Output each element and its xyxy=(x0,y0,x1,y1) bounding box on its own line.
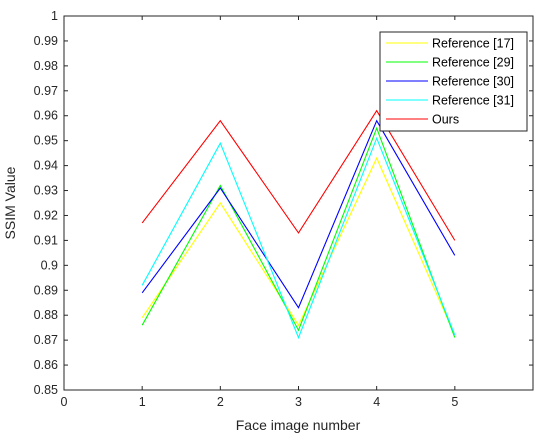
series-line-2 xyxy=(141,126,456,338)
y-tick-label: 0.97 xyxy=(34,84,58,98)
x-tick-label: 0 xyxy=(61,395,68,409)
y-tick-label: 0.96 xyxy=(34,109,58,123)
legend: Reference [17] Reference [29] Reference [3… xyxy=(379,31,528,132)
series-line-5 xyxy=(141,109,456,241)
x-tick-label: 2 xyxy=(217,395,224,409)
x-tick-label: 4 xyxy=(373,395,380,409)
y-tick-label: 1 xyxy=(51,9,58,23)
x-tick-label: 3 xyxy=(295,395,302,409)
y-tick-label: 0.88 xyxy=(34,308,58,322)
y-tick-label: 0.89 xyxy=(34,283,58,297)
x-tick-label: 1 xyxy=(139,395,146,409)
axes: 0 1 2 3 4 5 0.85 0.86 0.87 0.88 0.89 0.9 0.91 0.92 0.9… xyxy=(34,9,534,409)
legend-label: Reference [17] xyxy=(432,37,514,51)
series-line-1 xyxy=(141,156,456,336)
legend-label: Reference [31] xyxy=(432,94,514,108)
y-tick-label: 0.9 xyxy=(41,258,58,272)
x-tick-label: 5 xyxy=(451,395,458,409)
y-tick-label: 0.95 xyxy=(34,134,58,148)
y-tick-label: 0.98 xyxy=(34,59,58,73)
legend-label: Ours xyxy=(432,113,459,127)
y-tick-label: 0.87 xyxy=(34,333,58,347)
y-tick-label: 0.94 xyxy=(34,159,58,173)
y-tick-label: 0.93 xyxy=(34,184,58,198)
y-tick-label: 0.91 xyxy=(34,233,58,247)
series-line-4 xyxy=(141,136,456,340)
y-tick-label: 0.86 xyxy=(34,358,58,372)
y-tick-label: 0.99 xyxy=(34,34,58,48)
legend-label: Reference [30] xyxy=(432,75,514,89)
series-line-3 xyxy=(141,119,456,309)
y-tick-label: 0.85 xyxy=(34,383,58,397)
legend-label: Reference [29] xyxy=(432,56,514,70)
x-axis-title: Face image number xyxy=(236,417,361,433)
y-axis-title: SSIM Value xyxy=(2,166,18,239)
y-tick-label: 0.92 xyxy=(34,208,58,222)
